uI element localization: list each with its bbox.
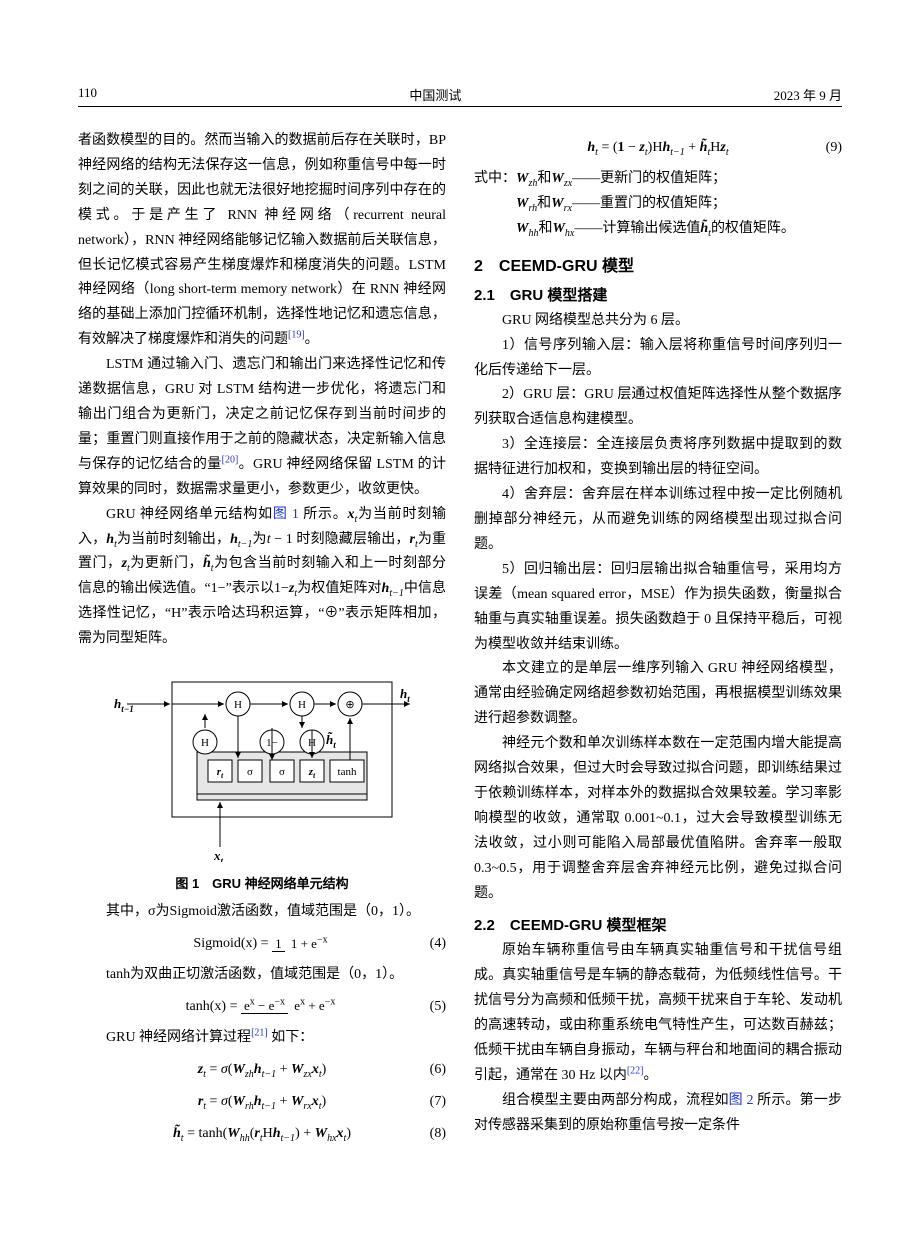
body-text: 组合模型主要由两部分构成，流程如: [502, 1093, 729, 1108]
paragraph: 2）GRU 层：GRU 层通过权值矩阵选择性从整个数据序列获取合适信息构建模型。: [474, 383, 842, 433]
body-text: 如下：: [268, 1030, 314, 1045]
paragraph: GRU 神经网络单元结构如图 1 所示。xt为当前时刻输入，ht为当前时刻输出，…: [78, 503, 446, 652]
paragraph: 1）信号序列输入层：输入层将称重信号时间序列归一化后传递给下一层。: [474, 334, 842, 384]
section-2-heading: 2 CEEMD-GRU 模型: [474, 252, 842, 276]
paragraph: LSTM 通过输入门、遗忘门和输出门来选择性记忆和传递数据信息，GRU 对 LS…: [78, 353, 446, 502]
eq-den: 1 + e−x: [288, 936, 331, 951]
citation-link[interactable]: [19]: [288, 330, 305, 341]
equation-number: (6): [430, 1062, 446, 1078]
equation-8: h̃t = tanh(Whh(rtHht−1) + Whxxt) (8): [78, 1121, 446, 1147]
svg-text:ht: ht: [400, 686, 410, 704]
paragraph: tanh为双曲正切激活函数，值域范围是（0，1）。: [78, 963, 446, 988]
figure-1-caption: 图 1 GRU 神经网络单元结构: [78, 873, 446, 892]
eq-lhs: Sigmoid(x) =: [193, 936, 268, 951]
journal-name: 中国测试: [97, 85, 774, 104]
svg-text:H: H: [298, 699, 306, 711]
eq-num: 1: [272, 936, 285, 952]
equation-6: zt = σ(Wzhht−1 + Wzxxt) (6): [78, 1057, 446, 1083]
svg-text:⊕: ⊕: [345, 699, 354, 711]
equation-number: (4): [430, 936, 446, 952]
section-2-2-heading: 2.2 CEEMD-GRU 模型框架: [474, 914, 842, 935]
svg-text:σ: σ: [247, 766, 253, 778]
body-text: 。: [305, 332, 319, 347]
where-item: Wrh和Wrx——重置门的权值矩阵；: [474, 192, 842, 217]
two-column-body: 者函数模型的目的。然而当输入的数据前后存在关联时，BP 神经网络的结构无法保存这…: [78, 129, 842, 1153]
body-text: 者函数模型的目的。然而当输入的数据前后存在关联时，BP 神经网络的结构无法保存这…: [78, 133, 446, 347]
page: 110 中国测试 2023 年 9 月 者函数模型的目的。然而当输入的数据前后存…: [0, 0, 920, 1203]
left-column: 者函数模型的目的。然而当输入的数据前后存在关联时，BP 神经网络的结构无法保存这…: [78, 129, 446, 1153]
citation-link[interactable]: [20]: [222, 454, 239, 465]
eq-num: ex − e−x: [241, 998, 288, 1014]
equation-number: (8): [430, 1126, 446, 1142]
paragraph: 4）舍弃层：舍弃层在样本训练过程中按一定比例随机删掉部分神经元，从而避免训练的网…: [474, 483, 842, 558]
svg-text:H: H: [234, 699, 242, 711]
equation-number: (7): [430, 1094, 446, 1110]
where-block: 式中：Wzh和Wzx——更新门的权值矩阵；: [474, 167, 842, 192]
svg-text:h̃t: h̃t: [326, 732, 336, 750]
paragraph: GRU 网络模型总共分为 6 层。: [474, 309, 842, 334]
eq-den: ex + e−x: [291, 998, 338, 1013]
svg-text:tanh: tanh: [338, 766, 357, 778]
equation-number: (5): [430, 999, 446, 1015]
paragraph: 神经元个数和单次训练样本数在一定范围内增大能提高网络拟合效果，但过大时会导致过拟…: [474, 732, 842, 906]
body-text: 所示。: [299, 507, 348, 522]
paragraph: GRU 神经网络计算过程[21] 如下：: [78, 1026, 446, 1051]
section-2-1-heading: 2.1 GRU 模型搭建: [474, 284, 842, 305]
eq-lhs: tanh(x) =: [186, 999, 238, 1014]
equation-7: rt = σ(Wrhht−1 + Wrxxt) (7): [78, 1089, 446, 1115]
citation-link[interactable]: [22]: [627, 1065, 644, 1076]
paragraph: 者函数模型的目的。然而当输入的数据前后存在关联时，BP 神经网络的结构无法保存这…: [78, 129, 446, 353]
paragraph: 本文建立的是单层一维序列输入 GRU 神经网络模型，通常由经验确定网络超参数初始…: [474, 657, 842, 732]
svg-text:H: H: [201, 737, 209, 749]
paragraph: 3）全连接层：全连接层负责将序列数据中提取到的数据特征进行加权和，变换到输出层的…: [474, 433, 842, 483]
figure-ref-link[interactable]: 图 2: [729, 1093, 754, 1108]
figure-1: HH⊕ H1−H rt σ σ zt tanh: [78, 662, 446, 867]
equation-number: (9): [826, 140, 842, 156]
body-text: LSTM 通过输入门、遗忘门和输出门来选择性记忆和传递数据信息，GRU 对 LS…: [78, 357, 446, 472]
issue-date: 2023 年 9 月: [774, 85, 842, 104]
paragraph: 组合模型主要由两部分构成，流程如图 2 所示。第一步对传感器采集到的原始称重信号…: [474, 1089, 842, 1139]
running-header: 110 中国测试 2023 年 9 月: [78, 85, 842, 107]
body-text: 原始车辆称重信号由车辆真实轴重信号和干扰信号组成。真实轴重信号是车辆的静态载荷，…: [474, 943, 842, 1083]
citation-link[interactable]: [21]: [251, 1027, 268, 1038]
paragraph: 原始车辆称重信号由车辆真实轴重信号和干扰信号组成。真实轴重信号是车辆的静态载荷，…: [474, 939, 842, 1088]
paragraph: 5）回归输出层：回归层输出拟合轴重信号，采用均方误差（mean squared …: [474, 558, 842, 658]
body-text: 式中：: [474, 171, 516, 186]
body-text: GRU 神经网络计算过程: [106, 1030, 251, 1045]
paragraph: 其中，σ为Sigmoid激活函数，值域范围是（0，1）。: [78, 900, 446, 925]
svg-text:ht−1: ht−1: [114, 696, 134, 714]
where-item: Whh和Whx——计算输出候选值h̃t的权值矩阵。: [474, 217, 842, 242]
right-column: ht = (1 − zt)Hht−1 + h̃tHzt (9) 式中：Wzh和W…: [474, 129, 842, 1153]
body-text: 。: [644, 1068, 658, 1083]
page-number: 110: [78, 85, 97, 104]
svg-text:xt: xt: [213, 848, 224, 862]
svg-text:σ: σ: [279, 766, 285, 778]
equation-9: ht = (1 − zt)Hht−1 + h̃tHzt (9): [474, 135, 842, 161]
gru-unit-diagram: HH⊕ H1−H rt σ σ zt tanh: [112, 662, 412, 862]
figure-ref-link[interactable]: 图 1: [273, 507, 299, 522]
equation-5: tanh(x) = ex − e−x ex + e−x (5): [78, 994, 446, 1020]
body-text: GRU 神经网络单元结构如: [106, 507, 273, 522]
equation-4: Sigmoid(x) = 1 1 + e−x (4): [78, 931, 446, 957]
